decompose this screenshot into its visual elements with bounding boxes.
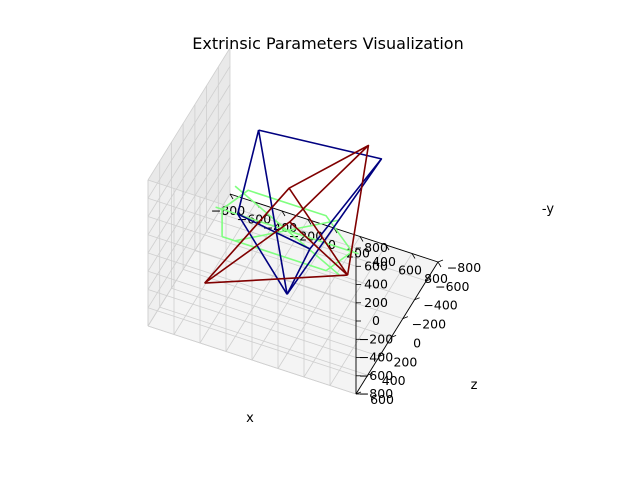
grid-line-z-back xyxy=(147,252,357,322)
x-tick-label: 800 xyxy=(424,271,448,286)
x-tick-mark xyxy=(281,210,286,217)
tick-labels: −800−600−400−2000200400600800−800−600−40… xyxy=(211,193,481,407)
x-tick-mark xyxy=(229,193,234,200)
y-tick-label: 600 xyxy=(370,392,394,407)
grid-line-z-back xyxy=(147,234,357,304)
z-tick-label: −400 xyxy=(359,350,393,365)
y-tick-label: 400 xyxy=(382,373,406,388)
y-tick-mark xyxy=(367,372,373,376)
chart-title: Extrinsic Parameters Visualization xyxy=(192,34,463,53)
z-tick-label: −600 xyxy=(359,368,393,383)
grid-line-z-back xyxy=(147,325,357,395)
y-axis-label: z xyxy=(471,378,478,393)
z-tick-label: 200 xyxy=(364,295,388,310)
y-tick-mark xyxy=(437,259,444,263)
y-tick-label: −400 xyxy=(423,298,457,313)
series-line-red xyxy=(289,221,349,276)
grid-line-z-back xyxy=(147,270,357,340)
series-line-green xyxy=(234,185,340,276)
y-tick-mark xyxy=(379,353,385,357)
grid-line-z-back xyxy=(147,197,357,267)
grid-line-z-back xyxy=(147,289,357,358)
x-tick-mark xyxy=(307,219,312,225)
y-axis-line xyxy=(355,261,439,395)
y-tick-label: 0 xyxy=(413,335,421,350)
x-tick-mark xyxy=(437,261,442,268)
z-tick-label: −800 xyxy=(359,386,393,401)
y-tick-label: −600 xyxy=(435,279,469,294)
grid-line-y-floor xyxy=(171,287,380,357)
grid-line-z-back xyxy=(147,307,357,377)
grid-line-x-floor xyxy=(277,236,361,369)
z-tick-label: 600 xyxy=(364,258,388,273)
y-tick-mark xyxy=(390,335,397,338)
y-tick-mark xyxy=(414,297,420,301)
series-line-red xyxy=(288,187,349,276)
grid-line-z-back xyxy=(147,216,357,285)
grid-line-y-floor xyxy=(194,250,404,319)
z-tick-label: 400 xyxy=(364,277,388,292)
x-tick-mark xyxy=(333,227,338,234)
grid-line-y-floor xyxy=(218,212,427,282)
series-line-red xyxy=(204,274,348,284)
series-line-blue xyxy=(286,248,311,295)
series-line-blue xyxy=(237,213,288,295)
grid-line-x-floor xyxy=(199,210,283,344)
grid-line-z-left xyxy=(147,139,231,272)
grid-line-z-left xyxy=(147,193,231,327)
x-tick-label: 400 xyxy=(372,254,396,269)
y-tick-label: −200 xyxy=(412,317,446,332)
series-lines xyxy=(204,129,383,295)
grid-line-x-floor xyxy=(329,253,413,386)
grid-line-x-floor xyxy=(303,244,387,378)
x-tick-mark xyxy=(411,253,416,259)
z-tick-label: 800 xyxy=(364,240,388,255)
grid-line-z-left xyxy=(147,84,231,217)
z-tick-label: 0 xyxy=(372,313,380,328)
series-line-red xyxy=(346,145,370,276)
grid-line-z-left xyxy=(147,175,231,309)
grid-line-x-floor xyxy=(173,202,257,335)
y-tick-mark xyxy=(426,278,432,282)
grid-line-z-left xyxy=(147,66,231,199)
grid-line-z-left xyxy=(147,47,231,181)
grid-line-z-left xyxy=(147,157,231,290)
x-tick-mark xyxy=(359,236,364,242)
x-axis-label: x xyxy=(246,411,254,426)
z-axis-label: -y xyxy=(542,202,554,217)
x-tick-mark xyxy=(385,244,390,251)
grid-line-y-floor xyxy=(159,306,368,376)
z-tick-label: −200 xyxy=(359,331,393,346)
grid-line-z-left xyxy=(147,120,231,254)
y-tick-label: −800 xyxy=(447,260,481,275)
series-line-blue xyxy=(257,129,288,295)
y-tick-mark xyxy=(402,316,409,319)
x-tick-label: 600 xyxy=(398,263,422,278)
y-tick-label: 200 xyxy=(393,354,417,369)
series-line-blue xyxy=(286,158,383,295)
grid-line-z-left xyxy=(147,102,231,236)
